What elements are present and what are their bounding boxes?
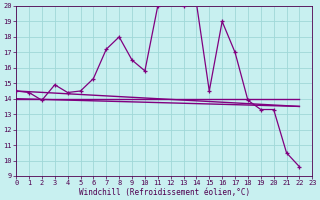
X-axis label: Windchill (Refroidissement éolien,°C): Windchill (Refroidissement éolien,°C) (79, 188, 250, 197)
